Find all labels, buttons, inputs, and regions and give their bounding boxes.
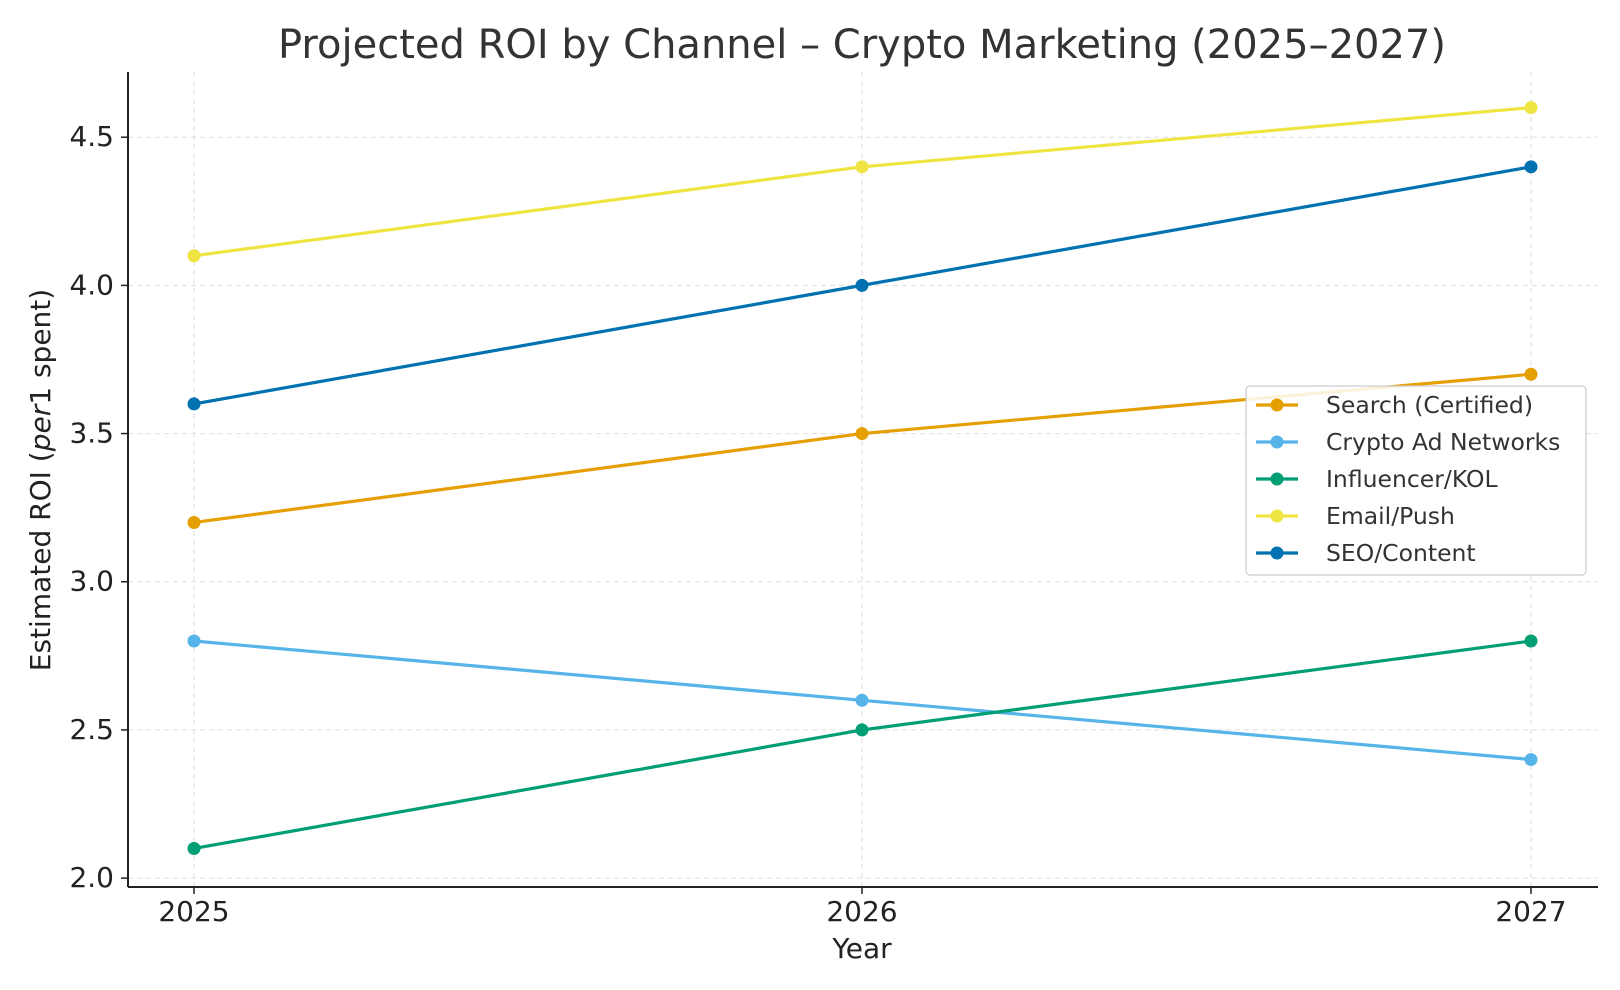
data-point — [855, 160, 869, 174]
data-point — [187, 841, 201, 855]
series-3 — [187, 101, 1538, 263]
series-1 — [187, 634, 1538, 767]
y-tick-label: 2.0 — [69, 861, 114, 894]
data-point — [1524, 367, 1538, 381]
series-line — [193, 639, 1532, 851]
data-point — [855, 723, 869, 737]
y-tick-label: 3.5 — [69, 417, 114, 450]
chart-title: Projected ROI by Channel – Crypto Market… — [278, 22, 1446, 68]
series-4 — [187, 160, 1538, 411]
data-point — [1524, 101, 1538, 115]
data-point — [187, 634, 201, 648]
x-tick-label: 2025 — [158, 895, 229, 928]
axes — [121, 72, 1598, 894]
legend-swatch-marker — [1270, 472, 1284, 486]
legend-swatch-marker — [1270, 509, 1284, 523]
tick-labels: 2.0 2.5 3.0 3.5 4.0 4.5 2025 2026 2027 — [69, 120, 1566, 928]
legend-label: Crypto Ad Networks — [1326, 428, 1560, 456]
y-axis-label-part3: 1 spent) — [24, 289, 57, 405]
y-tick-label: 3.0 — [69, 565, 114, 598]
legend-swatch-marker — [1270, 546, 1284, 560]
data-point — [855, 278, 869, 292]
legend-box — [1245, 385, 1587, 576]
y-tick-label: 4.0 — [69, 268, 114, 301]
legend-label: SEO/Content — [1326, 539, 1476, 567]
y-tick-label: 2.5 — [69, 713, 114, 746]
data-point — [855, 427, 869, 441]
x-tick-label: 2027 — [1495, 895, 1566, 928]
data-point — [1524, 753, 1538, 767]
legend: Search (Certified) Crypto Ad Networks Infl… — [1245, 385, 1587, 576]
data-point — [187, 249, 201, 263]
legend-swatch-marker — [1270, 435, 1284, 449]
x-tick-label: 2026 — [826, 895, 897, 928]
data-point — [187, 397, 201, 411]
y-tick-label: 4.5 — [69, 120, 114, 153]
legend-swatch-marker — [1270, 398, 1284, 412]
legend-label: Influencer/KOL — [1326, 465, 1498, 493]
data-point — [1524, 634, 1538, 648]
series-2 — [187, 634, 1538, 855]
data-point — [855, 693, 869, 707]
legend-label: Email/Push — [1326, 502, 1455, 530]
y-axis-label-part2: per — [24, 403, 57, 452]
x-axis-label: Year — [831, 932, 892, 965]
data-point — [187, 515, 201, 529]
legend-label: Search (Certified) — [1326, 391, 1533, 419]
data-point — [1524, 160, 1538, 174]
y-axis-label-part1: Estimated ROI ( — [24, 451, 57, 671]
y-axis-label: Estimated ROI (per1 spent) — [24, 289, 57, 671]
